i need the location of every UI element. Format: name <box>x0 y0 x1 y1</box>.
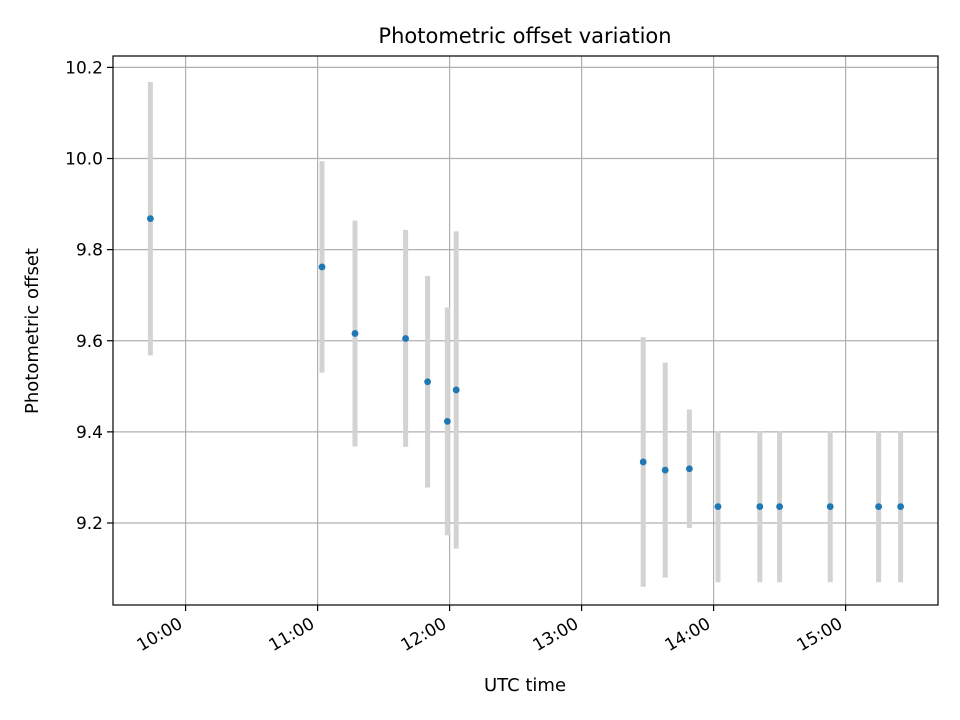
y-tick-label: 9.8 <box>76 241 103 261</box>
data-point <box>686 465 693 473</box>
data-point <box>826 503 834 510</box>
data-points <box>147 215 904 510</box>
plot-frame <box>112 55 939 606</box>
data-point <box>318 263 326 271</box>
data-point <box>424 378 431 386</box>
data-point <box>452 386 460 394</box>
chart-title: Photometric offset variation <box>378 24 671 48</box>
y-tick-label: 9.2 <box>76 514 103 534</box>
data-point <box>714 503 722 510</box>
data-point <box>147 215 154 223</box>
data-point <box>875 503 882 510</box>
x-axis-label: UTC time <box>484 675 566 696</box>
data-point <box>661 466 669 474</box>
data-point <box>776 503 783 510</box>
data-point <box>351 330 359 337</box>
data-point <box>897 503 904 510</box>
data-point <box>639 458 647 466</box>
y-tick-label: 9.6 <box>76 332 103 352</box>
data-point <box>756 503 764 510</box>
data-point <box>402 335 409 342</box>
y-tick-label: 10.0 <box>65 150 103 170</box>
y-tick-label: 9.4 <box>76 423 103 443</box>
data-point <box>444 417 451 425</box>
grid <box>113 56 938 605</box>
y-tick-label: 10.2 <box>65 58 103 78</box>
y-axis-label: Photometric offset <box>22 248 43 414</box>
